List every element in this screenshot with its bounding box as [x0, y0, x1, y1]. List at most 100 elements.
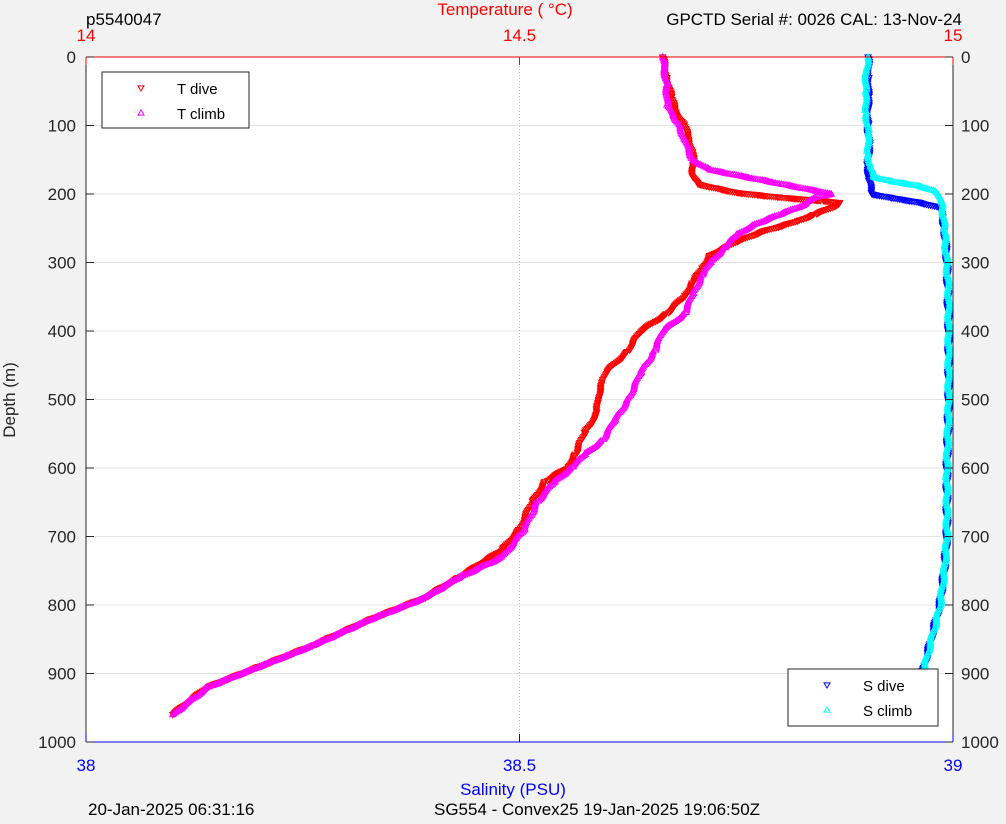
legend-marker-t-climb — [137, 109, 145, 116]
marker-t-climb — [464, 569, 472, 577]
legend-s-dive-marker — [823, 682, 831, 689]
marker-t-climb — [794, 203, 802, 211]
marker-t-climb — [754, 219, 763, 226]
marker-t-climb — [298, 646, 306, 653]
marker-t-climb — [462, 570, 471, 577]
marker-t-climb — [369, 614, 378, 622]
marker-t-climb — [675, 314, 684, 322]
marker-t-climb — [776, 210, 785, 218]
marker-t-climb — [652, 341, 661, 349]
marker-t-climb — [186, 695, 195, 703]
marker-t-climb — [358, 618, 367, 626]
marker-t-climb — [458, 571, 467, 579]
marker-t-climb — [517, 529, 525, 536]
depth-tick-label-right: 0 — [961, 48, 970, 67]
marker-t-climb — [553, 474, 562, 482]
marker-t-climb — [590, 443, 599, 451]
marker-t-climb — [176, 705, 184, 713]
depth-axis-title: Depth (m) — [0, 362, 19, 438]
marker-t-climb — [699, 162, 708, 169]
marker-t-climb — [482, 560, 490, 568]
marker-t-climb — [291, 648, 299, 656]
legend-t-dive-label: T dive — [177, 81, 218, 98]
marker-t-climb — [672, 316, 681, 324]
tick-labels: 0 0 100 100 200 200 300 300 400 400 500 500 600 600 70… — [38, 26, 999, 775]
footer-mission: SG554 - Convex25 19-Jan-2025 19:06:50Z — [434, 800, 760, 819]
marker-s-climb — [941, 473, 950, 480]
marker-t-climb — [400, 601, 408, 609]
marker-t-climb — [742, 225, 751, 233]
marker-t-climb — [581, 450, 590, 457]
marker-t-climb — [210, 680, 219, 688]
marker-t-climb — [253, 663, 261, 671]
marker-t-climb — [545, 482, 554, 490]
marker-t-climb — [174, 706, 183, 714]
marker-t-climb — [484, 559, 492, 567]
marker-t-climb — [577, 453, 585, 461]
marker-t-climb — [265, 658, 273, 666]
marker-t-climb — [790, 204, 799, 212]
legend-s-climb-label: S climb — [863, 703, 912, 720]
marker-t-climb — [289, 649, 297, 656]
depth-tick-label-left: 400 — [48, 322, 76, 341]
salinity-tick-label: 39 — [944, 756, 963, 775]
marker-t-climb — [693, 158, 702, 166]
marker-t-climb — [519, 526, 528, 534]
marker-t-climb — [557, 472, 565, 480]
salinity-tick-label: 38 — [77, 756, 96, 775]
marker-t-dive — [546, 476, 555, 484]
marker-t-climb — [390, 606, 398, 614]
marker-t-climb — [195, 690, 204, 697]
marker-s-climb — [943, 404, 952, 412]
depth-tick-label-right: 300 — [961, 254, 989, 273]
marker-t-climb — [741, 226, 749, 233]
marker-t-climb — [713, 251, 722, 259]
temperature-axis-title: Temperature ( °C) — [437, 0, 572, 19]
depth-tick-label-left: 100 — [48, 117, 76, 136]
depth-tick-label-right: 1000 — [961, 733, 999, 752]
marker-t-climb — [412, 597, 421, 605]
temperature-tick-label: 14.5 — [503, 26, 536, 45]
marker-t-climb — [661, 86, 670, 94]
marker-t-climb — [666, 320, 675, 327]
marker-t-climb — [788, 205, 797, 213]
marker-t-climb — [296, 646, 305, 654]
marker-s-climb — [943, 358, 952, 365]
marker-t-climb — [555, 473, 564, 481]
marker-t-climb — [274, 655, 283, 663]
marker-t-climb — [336, 628, 345, 635]
marker-t-climb — [325, 634, 334, 641]
marker-s-climb — [945, 323, 954, 331]
marker-t-climb — [172, 707, 181, 715]
marker-t-climb — [558, 471, 567, 479]
marker-t-climb — [772, 211, 781, 219]
marker-t-climb — [535, 495, 544, 503]
marker-t-climb — [810, 193, 819, 201]
marker-t-climb — [367, 615, 376, 622]
marker-s-climb — [944, 507, 952, 515]
marker-s-climb — [862, 65, 871, 72]
marker-t-climb — [342, 626, 351, 634]
marker-t-climb — [347, 624, 356, 632]
marker-s-climb — [945, 347, 954, 354]
marker-t-climb — [703, 163, 711, 171]
marker-s-climb — [862, 82, 871, 90]
marker-t-climb — [316, 637, 325, 645]
marker-t-climb — [587, 445, 596, 453]
marker-s-climb — [941, 219, 949, 227]
marker-t-climb — [437, 584, 446, 592]
marker-t-climb — [784, 206, 793, 214]
marker-t-climb — [293, 647, 301, 655]
marker-t-climb — [485, 559, 494, 566]
marker-t-climb — [480, 561, 489, 568]
marker-t-climb — [460, 570, 469, 578]
marker-t-climb — [385, 608, 394, 615]
marker-t-climb — [548, 480, 557, 487]
marker-s-climb — [940, 242, 949, 250]
marker-t-climb — [387, 607, 395, 615]
marker-t-climb — [388, 607, 397, 614]
marker-t-climb — [490, 557, 499, 564]
depth-tick-label-right: 100 — [961, 117, 989, 136]
marker-t-climb — [671, 317, 680, 325]
